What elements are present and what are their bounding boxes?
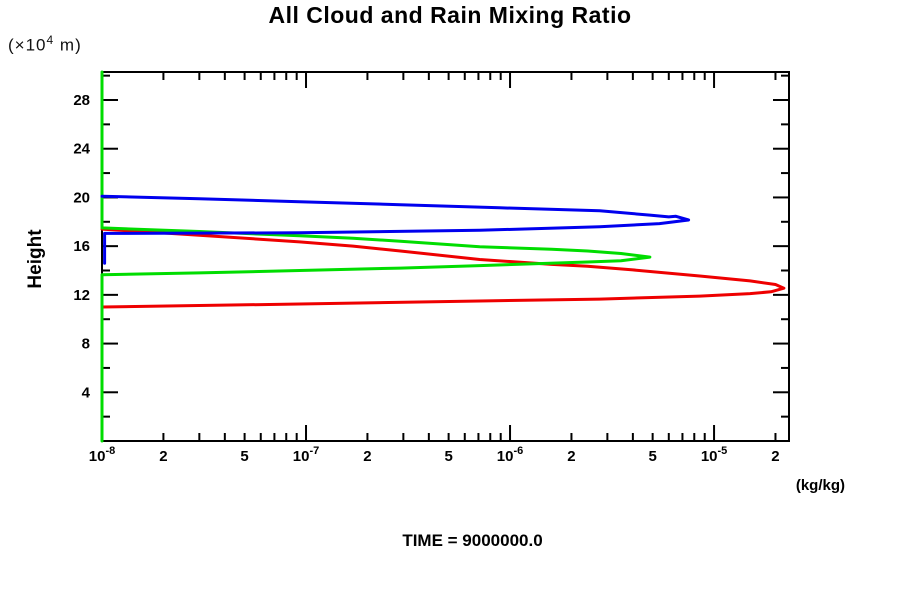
y-unit-pre: (×10 bbox=[8, 35, 47, 55]
blue-series-line bbox=[100, 194, 691, 265]
svg-text:10-5: 10-5 bbox=[701, 445, 727, 465]
svg-text:5: 5 bbox=[648, 448, 656, 465]
svg-text:2: 2 bbox=[567, 448, 575, 465]
y-axis-unit-label: (×104 m) bbox=[8, 33, 82, 56]
svg-text:12: 12 bbox=[73, 287, 90, 304]
svg-text:2: 2 bbox=[771, 448, 779, 465]
svg-text:4: 4 bbox=[82, 384, 91, 401]
green-series-line bbox=[100, 70, 652, 443]
svg-text:10-7: 10-7 bbox=[293, 445, 319, 465]
svg-text:2: 2 bbox=[159, 448, 167, 465]
svg-text:28: 28 bbox=[73, 92, 90, 109]
svg-text:8: 8 bbox=[82, 336, 90, 353]
red-series-line bbox=[100, 227, 786, 309]
svg-text:20: 20 bbox=[73, 189, 90, 206]
svg-text:10-8: 10-8 bbox=[89, 445, 115, 465]
plot-box bbox=[101, 71, 790, 442]
x-axis-labels: 10-8 2 5 10-7 2 5 10-6 2 5 10-5 2 bbox=[89, 445, 780, 465]
chart-title: All Cloud and Rain Mixing Ratio bbox=[268, 2, 632, 28]
svg-text:16: 16 bbox=[73, 238, 90, 255]
y-axis-ticks bbox=[102, 74, 789, 418]
svg-text:5: 5 bbox=[240, 448, 248, 465]
svg-text:24: 24 bbox=[73, 141, 90, 158]
y-axis-labels: 4 8 12 16 20 24 28 bbox=[73, 92, 90, 401]
y-unit-post: m) bbox=[54, 35, 82, 55]
svg-text:2: 2 bbox=[363, 448, 371, 465]
time-label: TIME = 9000000.0 bbox=[402, 531, 543, 550]
y-unit-exponent: 4 bbox=[46, 33, 55, 47]
x-axis-unit-label: (kg/kg) bbox=[795, 477, 845, 494]
svg-text:5: 5 bbox=[444, 448, 452, 465]
svg-text:10-6: 10-6 bbox=[497, 445, 523, 465]
